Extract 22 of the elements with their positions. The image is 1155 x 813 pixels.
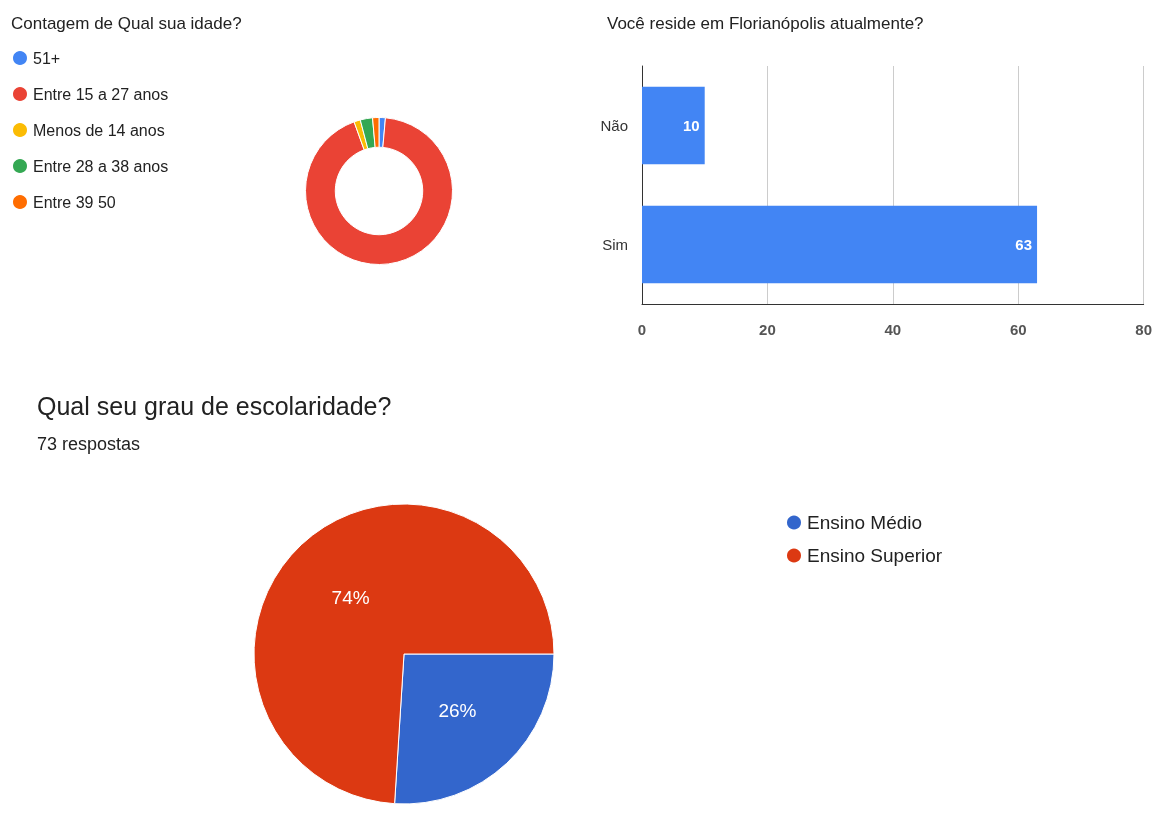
chart-title: Qual seu grau de escolaridade?	[37, 391, 392, 420]
data-label: 74%	[331, 586, 370, 608]
legend-label: Entre 39 50	[33, 193, 116, 211]
legend-label: Menos de 14 anos	[33, 121, 165, 139]
legend-label: 51+	[33, 49, 61, 67]
text: 73 respostas	[37, 434, 141, 454]
x-tick-label: 40	[884, 321, 902, 338]
data-label: 63	[1015, 236, 1033, 253]
chart-title: Contagem de Qual sua idade?	[11, 14, 242, 33]
y-tick-label: Não	[600, 117, 628, 134]
x-tick-label: 0	[637, 321, 647, 338]
legend-label: Ensino Superior	[807, 545, 943, 566]
data-label: 10	[683, 117, 700, 134]
x-tick-label: 20	[759, 321, 776, 338]
data-label: 26%	[438, 700, 477, 722]
chart-title: Você reside em Florianópolis atualmente?	[607, 14, 924, 33]
x-tick-label: 80	[1135, 321, 1152, 338]
legend-label: Entre 28 a 38 anos	[33, 157, 169, 175]
x-tick-label: 60	[1009, 321, 1027, 338]
legend-label: Entre 15 a 27 anos	[33, 85, 169, 103]
legend-label: Ensino Médio	[807, 512, 923, 533]
y-tick-label: Sim	[602, 236, 628, 253]
